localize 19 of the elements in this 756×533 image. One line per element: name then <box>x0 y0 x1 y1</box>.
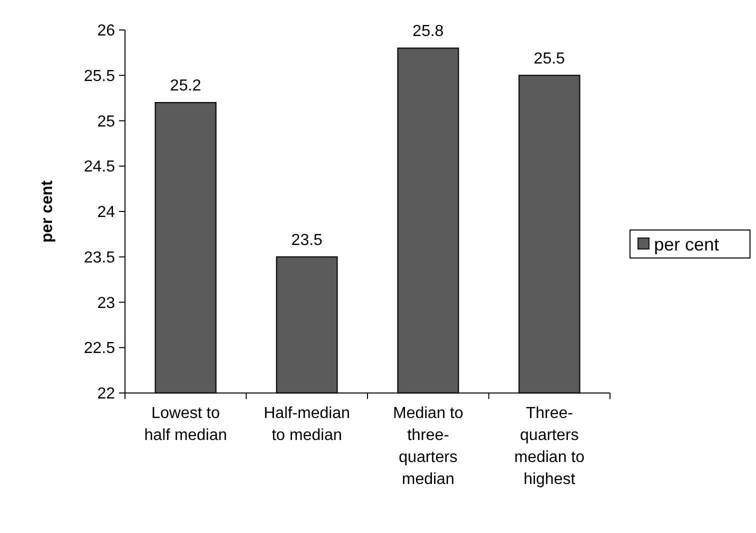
y-tick-label: 25 <box>97 113 116 130</box>
data-label: 23.5 <box>291 232 323 249</box>
y-tick-label: 24 <box>97 204 116 222</box>
data-label: 25.8 <box>412 23 444 40</box>
x-tick-label: Median to three-quarters median <box>392 405 464 488</box>
data-label: 25.2 <box>170 78 202 95</box>
x-tick-label: Three-quarters median to highest <box>514 405 585 488</box>
y-tick-label: 22.5 <box>84 340 116 358</box>
y-tick-label: 22 <box>97 386 116 403</box>
y-tick-label: 24.5 <box>84 158 116 176</box>
y-axis-title: per cent <box>39 180 56 243</box>
y-tick-label: 26 <box>97 22 116 40</box>
legend-label: per cent <box>654 234 720 254</box>
y-tick-label: 23 <box>97 294 116 312</box>
y-tick-label: 25.5 <box>84 68 116 85</box>
x-tick-label: Lowest to half median <box>144 405 227 444</box>
x-tick-label: Half-median to median <box>264 405 350 444</box>
y-tick-label: 23.5 <box>84 249 116 266</box>
data-label: 25.5 <box>534 50 566 68</box>
